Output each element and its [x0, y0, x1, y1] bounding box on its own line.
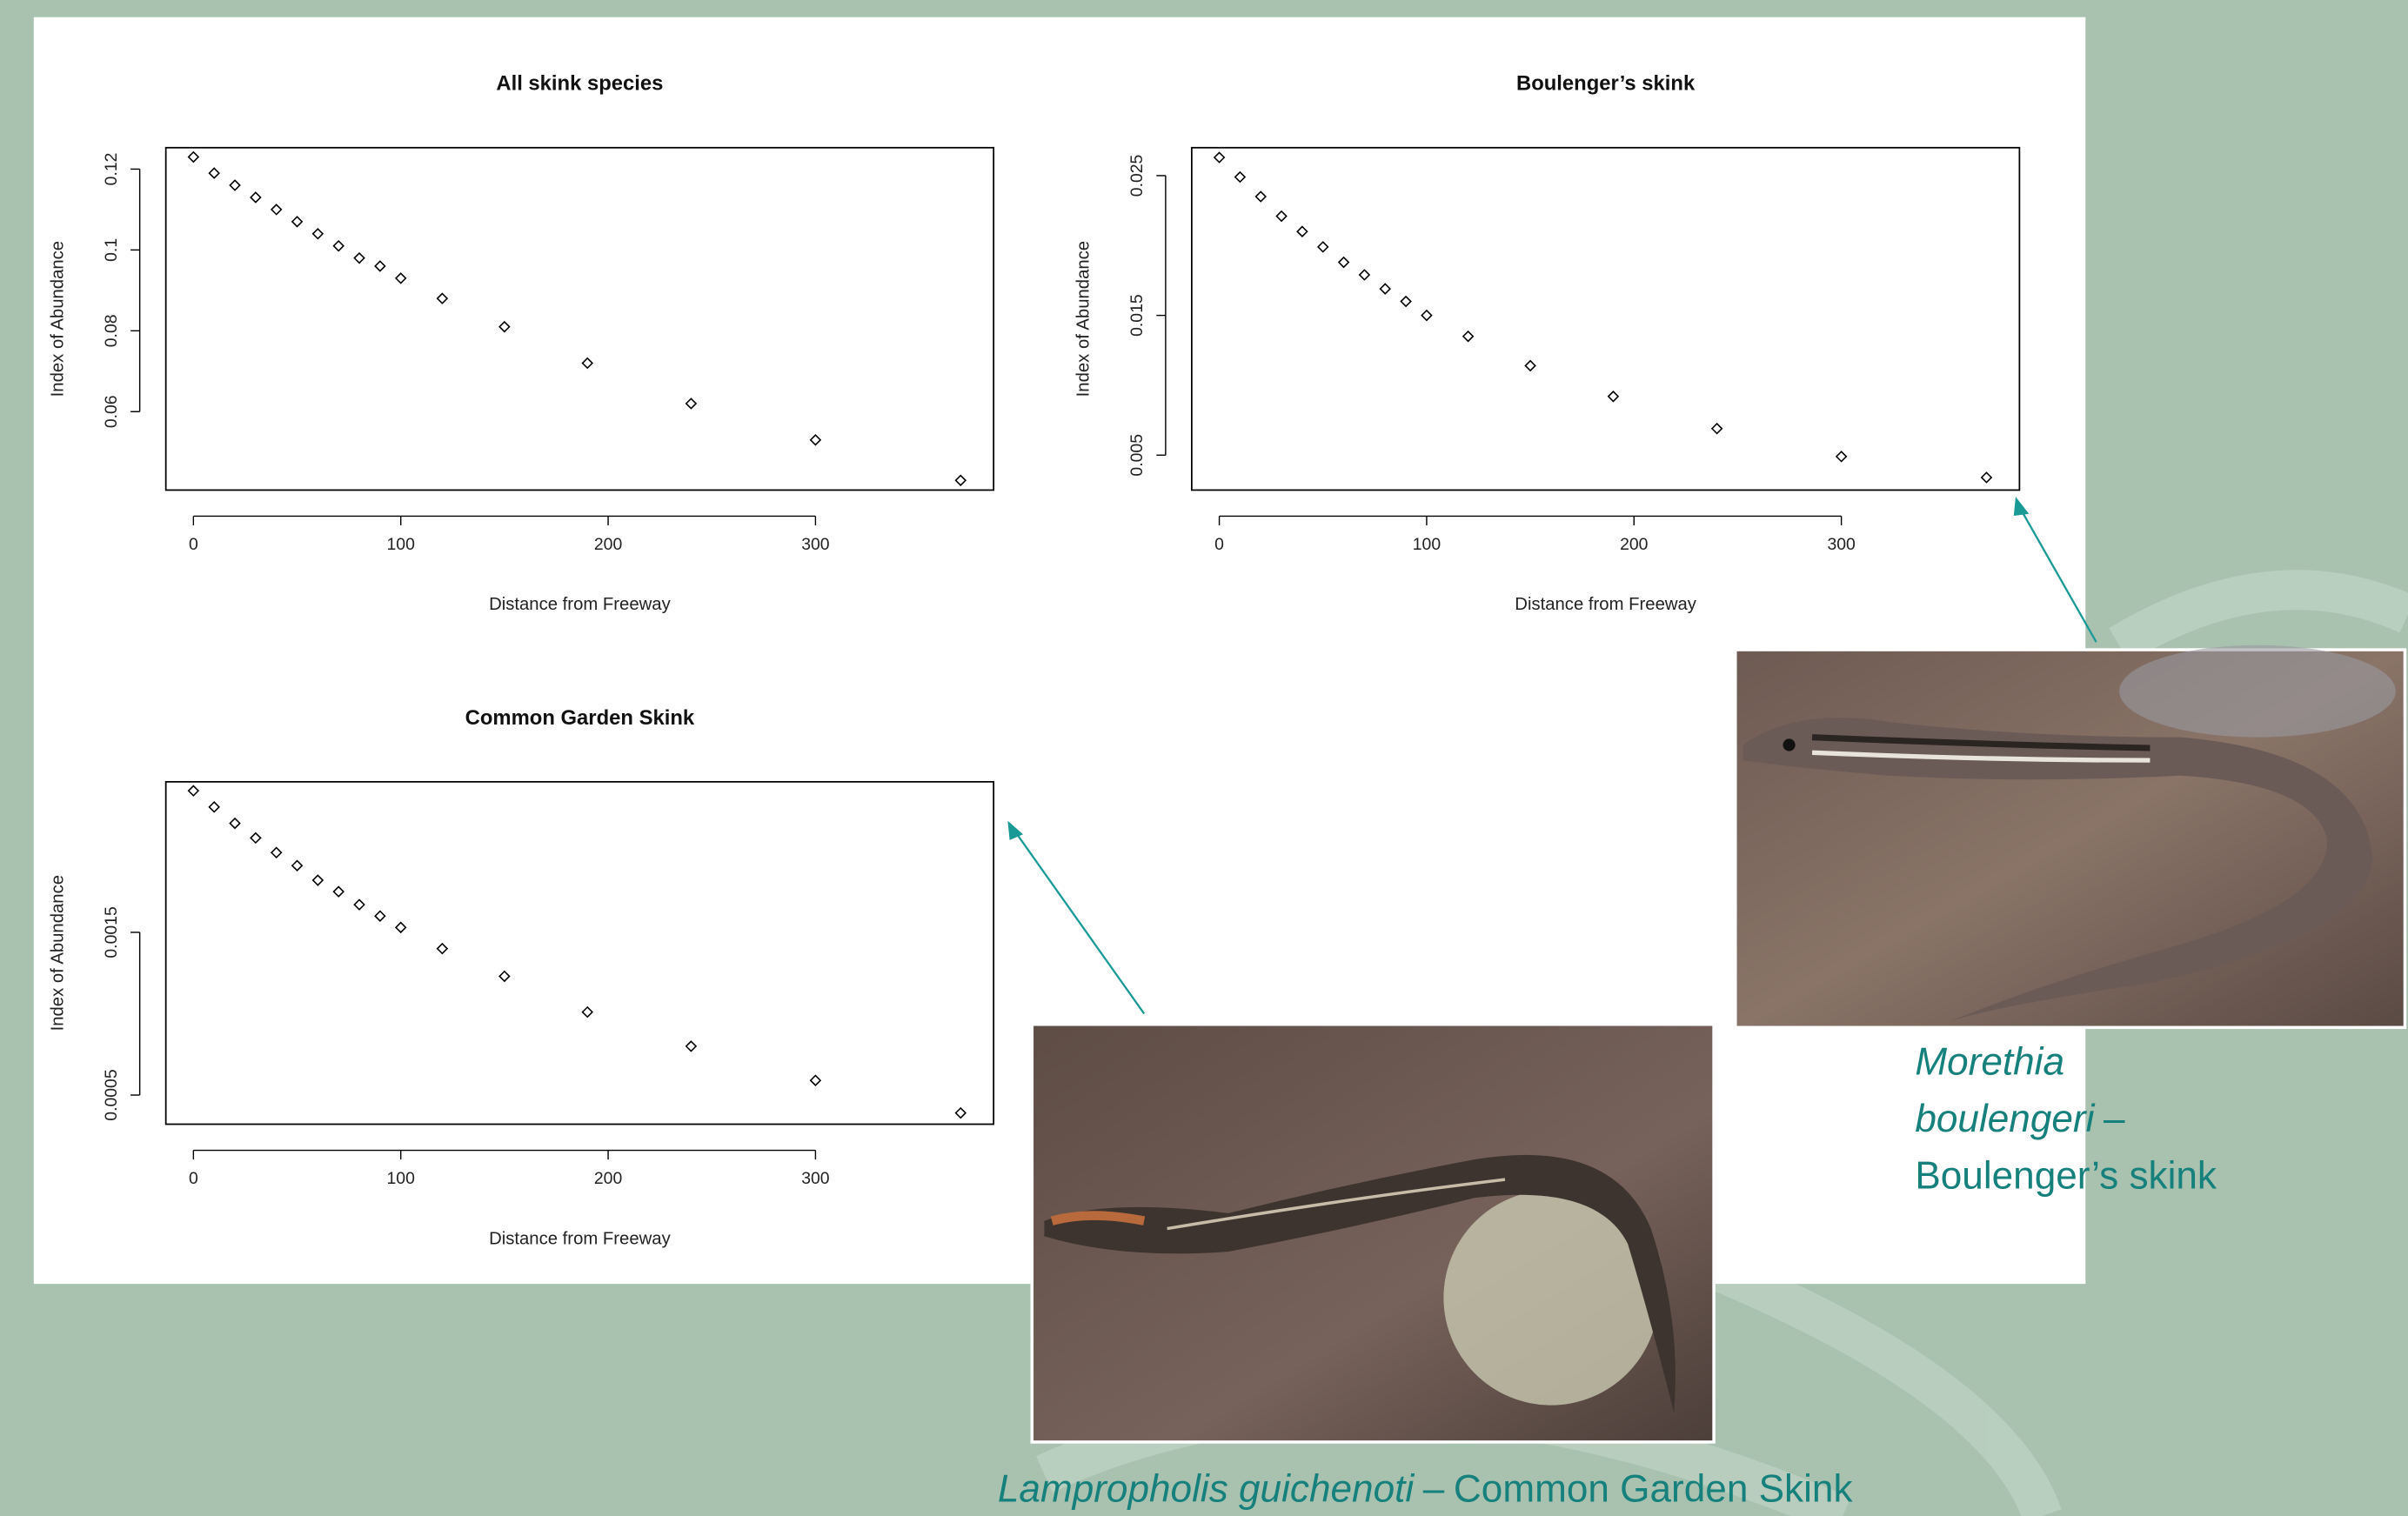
y-tick-label: 0.08 [102, 314, 121, 347]
y-axis-label: Index of Abundance [48, 875, 67, 1031]
x-axis-label: Distance from Freeway [489, 1229, 672, 1248]
y-axis-label: Index of Abundance [48, 241, 67, 397]
y-tick-label: 0.06 [102, 395, 121, 428]
x-tick-label: 200 [1620, 535, 1649, 554]
caption: Lampropholis guichenoti–Common Garden Sk… [998, 1467, 1854, 1510]
y-tick-label: 0.025 [1127, 155, 1147, 197]
chart-title: Common Garden Skink [465, 706, 695, 730]
caption-common-name: Common Garden Skink [1454, 1467, 1854, 1510]
caption-species: Lampropholis guichenoti [998, 1467, 1415, 1510]
x-tick-label: 200 [594, 535, 623, 554]
caption-common: Boulenger’s skink [1915, 1154, 2217, 1197]
x-tick-label: 100 [1413, 535, 1441, 554]
photo-boulenger [1736, 645, 2405, 1028]
page: {"chart_data": [ {"type": "scatter", "ti… [0, 0, 2408, 1516]
x-tick-label: 300 [1827, 535, 1856, 554]
x-tick-label: 0 [189, 1169, 198, 1188]
x-tick-label: 0 [189, 535, 198, 554]
slide: All skink species 0 100 200 300 Distance from… [0, 0, 2408, 1516]
x-tick-label: 100 [387, 535, 416, 554]
y-axis-label: Index of Abundance [1074, 241, 1094, 397]
caption-species: Morethia [1915, 1040, 2064, 1083]
y-tick-label: 0.005 [1127, 434, 1147, 477]
caption-species-1: Morethia [1915, 1040, 2064, 1083]
x-tick-label: 100 [387, 1169, 416, 1188]
chart-title: All skink species [496, 72, 663, 96]
x-tick-label: 300 [801, 535, 830, 554]
caption-dash: – [2104, 1098, 2125, 1140]
x-axis-label: Distance from Freeway [489, 595, 672, 614]
x-tick-label: 0 [1214, 535, 1224, 554]
y-tick-label: 0.0015 [102, 906, 121, 958]
caption-common-name: Boulenger’s skink [1915, 1154, 2217, 1197]
caption-species: boulengeri– [1915, 1098, 2125, 1140]
x-tick-label: 300 [801, 1169, 830, 1188]
caption-species-2: boulengeri [1915, 1098, 2095, 1140]
caption-dash: – [1423, 1467, 1445, 1510]
y-tick-label: 0.12 [102, 153, 121, 186]
chart-title: Boulenger’s skink [1516, 72, 1696, 96]
y-tick-label: 0.015 [1127, 294, 1147, 337]
photo-common-garden [1032, 1025, 1714, 1442]
y-tick-label: 0.1 [102, 238, 121, 262]
x-tick-label: 200 [594, 1169, 623, 1188]
x-axis-label: Distance from Freeway [1515, 595, 1697, 614]
y-tick-label: 0.0005 [102, 1069, 121, 1120]
